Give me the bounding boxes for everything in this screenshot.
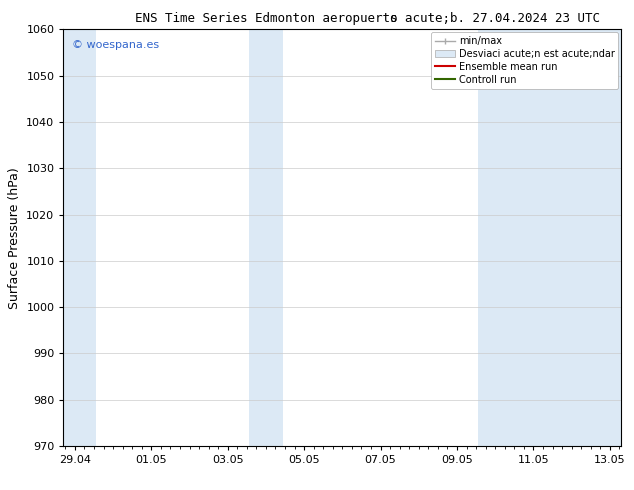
Bar [249,29,283,446]
Bar [478,29,621,446]
Legend: min/max, Desviaci acute;n est acute;ndar, Ensemble mean run, Controll run: min/max, Desviaci acute;n est acute;ndar… [431,32,618,89]
Text: ENS Time Series Edmonton aeropuerto: ENS Time Series Edmonton aeropuerto [135,12,398,25]
Bar [63,29,96,446]
Text: © woespana.es: © woespana.es [72,40,159,50]
Y-axis label: Surface Pressure (hPa): Surface Pressure (hPa) [8,167,21,309]
Text: s acute;b. 27.04.2024 23 UTC: s acute;b. 27.04.2024 23 UTC [389,12,600,25]
